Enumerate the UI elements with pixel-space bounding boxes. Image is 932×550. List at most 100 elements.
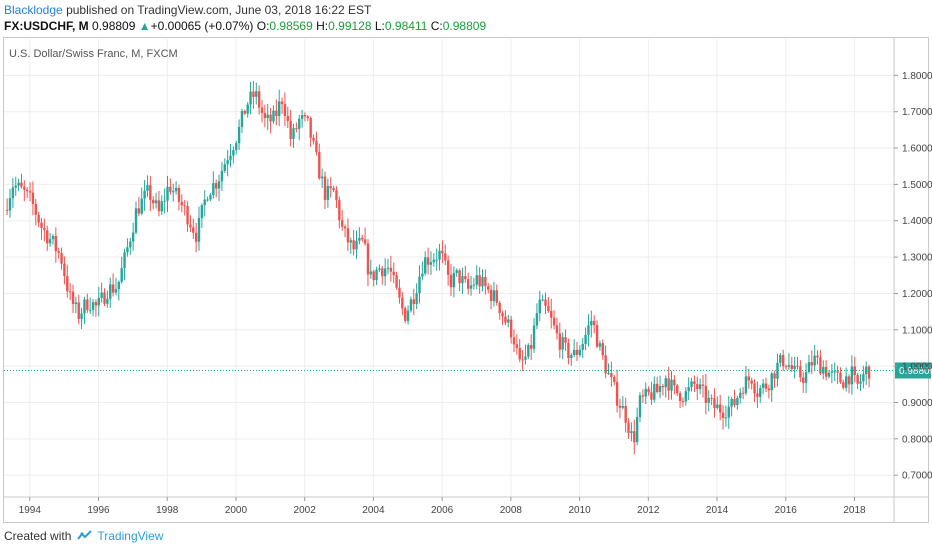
candle-body [269, 114, 272, 122]
candle-body [129, 241, 132, 248]
candle-body [392, 271, 395, 276]
tradingview-logo-icon[interactable] [77, 530, 93, 542]
candle-body [109, 284, 112, 299]
candle-body [498, 302, 501, 314]
time-tick-label: 2014 [706, 505, 729, 516]
candle-body [403, 308, 407, 321]
candle-body [444, 253, 447, 261]
candle-body [63, 263, 66, 277]
candle-body [466, 279, 470, 289]
candle-body [727, 406, 730, 418]
candle-body [212, 183, 215, 196]
up-arrow-icon: ▲ [138, 19, 151, 33]
candle-body [730, 398, 733, 407]
candle-body [867, 366, 871, 379]
candle-body [183, 205, 186, 207]
candle-body [489, 289, 493, 301]
candle-body [424, 257, 427, 274]
price-tick-label: 1.10000 [902, 325, 932, 336]
candle-body [767, 388, 771, 391]
candle-body [487, 286, 490, 290]
candle-body [713, 398, 716, 408]
tradingview-link[interactable]: TradingView [97, 529, 164, 543]
candle-body [66, 276, 69, 292]
candle-body [844, 376, 848, 388]
candle-body [561, 337, 564, 350]
candle-body [696, 384, 699, 389]
candle-body [564, 337, 567, 343]
candle-body [200, 205, 204, 219]
candle-body [587, 325, 590, 335]
candle-body [338, 200, 341, 221]
candle-body [372, 271, 375, 281]
candle-body [103, 292, 106, 304]
candle-body [60, 252, 63, 264]
candle-body [647, 388, 650, 393]
candle-body [126, 247, 129, 253]
candle-body [86, 299, 89, 311]
candle-body [237, 126, 241, 144]
candle-body [131, 232, 135, 242]
candle-body [117, 281, 121, 290]
candle-body [449, 274, 453, 288]
candle-body [627, 422, 630, 434]
candle-body [172, 191, 175, 193]
candle-body [661, 385, 665, 388]
candle-body [260, 107, 264, 114]
candle-body [830, 371, 834, 373]
candle-body [764, 383, 768, 389]
candle-body [707, 397, 710, 403]
time-tick-label: 2006 [431, 505, 454, 516]
candle-body [418, 276, 421, 294]
time-tick-label: 2004 [362, 505, 385, 516]
candle-body [57, 251, 60, 253]
candle-body [140, 198, 143, 214]
author-link[interactable]: Blacklodge [4, 3, 63, 17]
low-label: L: [374, 19, 385, 33]
candle-body [277, 101, 281, 117]
close-value: 0.98809 [442, 19, 487, 33]
candle-body [842, 382, 845, 388]
candle-body [28, 191, 32, 193]
candle-body [166, 186, 169, 201]
candle-body [11, 187, 15, 199]
candle-body [532, 325, 536, 349]
candle-body [592, 321, 596, 325]
candle-body [684, 391, 688, 402]
candle-body [776, 362, 779, 379]
candle-body [678, 393, 682, 402]
candle-body [37, 214, 40, 223]
candle-body [235, 143, 238, 151]
close-label: C: [430, 19, 443, 33]
candle-body [149, 185, 152, 200]
candle-body [607, 373, 610, 375]
candle-body [481, 276, 484, 287]
time-axis: 1994 1996 1998 2000 2002 2004 2006 2008 2010 2012… [3, 496, 929, 516]
open-value: 0.98569 [269, 19, 313, 33]
candle-body [804, 372, 808, 383]
candle-body [438, 250, 441, 260]
candle-body [710, 397, 713, 399]
candle-body [240, 110, 244, 127]
candle-body [635, 417, 639, 443]
symbol-name[interactable]: FX:USDCHF, M [4, 19, 89, 33]
candle-body [441, 250, 444, 254]
price-tick-label: 1.40000 [902, 216, 932, 227]
candle-body [180, 201, 184, 206]
candle-body [91, 302, 95, 310]
candle-body [796, 365, 799, 367]
candle-body [630, 431, 633, 434]
last-price-line: 0.98809 [4, 362, 932, 379]
last-price-text: 0.98809 [92, 19, 136, 33]
candle-body [670, 379, 673, 391]
candle-body [151, 199, 155, 204]
candle-body [512, 337, 516, 345]
candle-body [123, 252, 126, 269]
candle-body [146, 185, 149, 191]
candle-body [787, 365, 791, 367]
candle-body [329, 186, 332, 189]
candle-body [464, 276, 467, 280]
candle-body [249, 91, 252, 105]
